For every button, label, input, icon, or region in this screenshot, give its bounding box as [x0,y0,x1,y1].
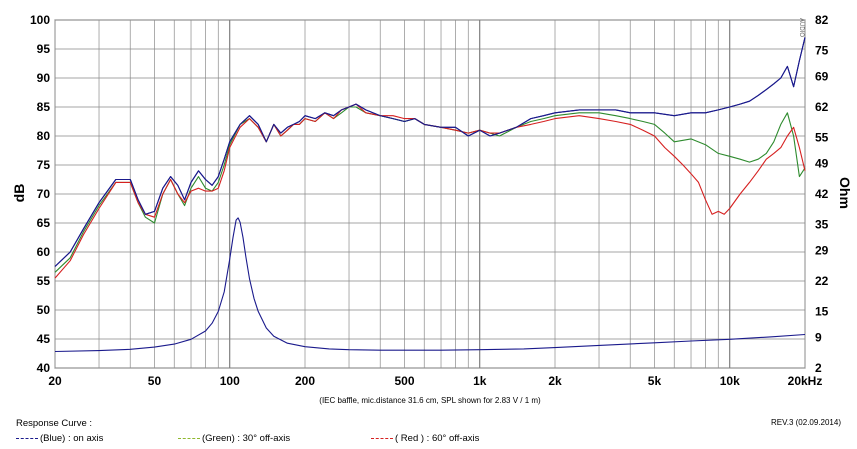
chart-series [54,37,806,353]
x-tick-label: 20kHz [788,374,823,388]
y2-tick-label: 49 [815,157,829,171]
legend-swatch-red [371,437,393,439]
x-tick-label: 10k [720,374,740,388]
series-60-off-axis [54,103,806,279]
legend-label-red: ( Red ) : 60° off-axis [395,433,480,444]
legend-swatch-blue [16,437,38,439]
y-tick-label: 65 [37,216,51,230]
legend-item-green: (Green) : 30° off-axis [178,433,290,444]
y2-tick-label: 55 [815,130,829,144]
x-tick-label: 500 [394,374,414,388]
legend-item-red: ( Red ) : 60° off-axis [371,433,479,444]
y-tick-label: 70 [37,187,51,201]
y2-tick-label: 2 [815,361,822,375]
y-tick-label: 85 [37,100,51,114]
y-axis-label: dB [11,184,27,203]
legend-label-blue: (Blue) : on axis [40,433,104,444]
x-tick-label: 20 [48,374,62,388]
y2-tick-label: 29 [815,244,829,258]
x-tick-label: 200 [295,374,315,388]
y-tick-label: 50 [37,303,51,317]
chart-ticks: 20 50 100 200 500 1k 2k 5k 10k 20kHz 40 45 50 55 60 65 7… [30,13,829,388]
legend-title: Response Curve : [16,418,93,429]
y2-tick-label: 62 [815,100,829,114]
legend-label-green: (Green) : 30° off-axis [202,433,291,444]
y2-axis-label: Ohm [837,177,853,209]
series-impedance [54,217,806,353]
y2-tick-label: 82 [815,13,829,27]
y2-tick-label: 75 [815,43,829,57]
y-tick-label: 100 [30,13,50,27]
y2-tick-label: 15 [815,304,829,318]
y-tick-label: 45 [37,332,51,346]
y2-tick-label: 42 [815,187,829,201]
chart-grid [54,19,806,369]
x-tick-label: 50 [148,374,162,388]
x-tick-label: 5k [648,374,662,388]
y-tick-label: 60 [37,245,51,259]
y-tick-label: 75 [37,158,51,172]
x-tick-label: 100 [220,374,240,388]
y-tick-label: 80 [37,129,51,143]
revision-label: REV.3 (02.09.2014) [771,418,841,427]
series-30-off-axis [54,106,806,273]
corner-watermark: AUDIO [798,18,804,37]
y-tick-label: 55 [37,274,51,288]
y2-tick-label: 69 [815,70,829,84]
series-on-axis-overlay [54,37,806,267]
y2-tick-label: 22 [815,274,829,288]
x-tick-label: 1k [473,374,487,388]
x-tick-label: 2k [548,374,562,388]
y2-tick-label: 9 [815,331,822,345]
measurement-note: (IEC baffle, mic.distance 31.6 cm, SPL s… [319,396,541,405]
frequency-response-chart: 20 50 100 200 500 1k 2k 5k 10k 20kHz 40 45 50 55 60 65 7… [11,13,853,405]
legend-item-blue: (Blue) : on axis [16,433,103,444]
y-tick-label: 90 [37,71,51,85]
y2-tick-label: 35 [815,217,829,231]
legend-swatch-green [178,437,200,439]
series-on-axis [54,37,806,267]
y-tick-label: 40 [37,361,51,375]
y-tick-label: 95 [37,42,51,56]
